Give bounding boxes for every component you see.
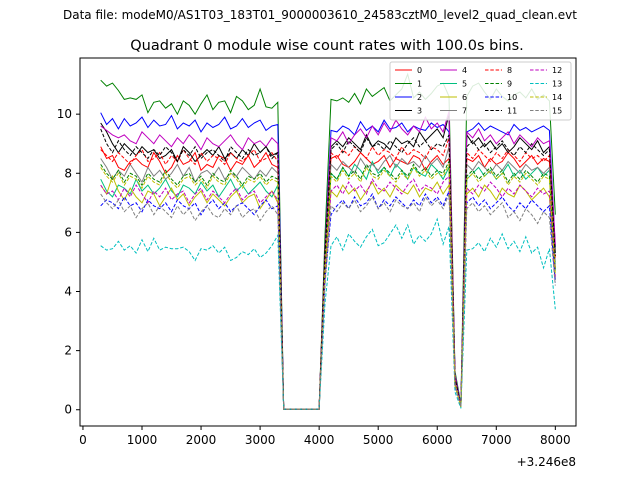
plot-frame: [79, 57, 577, 427]
legend-box: [389, 61, 572, 121]
axes-layer: 0 1000 2000 3000 4000 5000 6000 7000 8000 0 2 4 6 8 10: [57, 107, 571, 447]
x-tick-label: 0: [79, 433, 87, 447]
legend-label-3: 3: [417, 107, 422, 116]
series-line-4: [100, 111, 556, 410]
legend-label-13: 13: [552, 80, 562, 89]
x-tick-label: 2000: [186, 433, 217, 447]
legend-label-11: 11: [507, 107, 517, 116]
series-line-15: [100, 193, 556, 410]
y-tick-label: 2: [64, 344, 72, 358]
x-tick-label: 5000: [363, 433, 394, 447]
chart-title: Quadrant 0 module wise count rates with …: [130, 38, 524, 54]
y-tick-label: 10: [57, 107, 72, 121]
legend-label-0: 0: [417, 66, 422, 75]
legend-label-14: 14: [552, 93, 562, 102]
series-line-7: [100, 146, 556, 410]
page-title: Data file: modeM0/AS1T03_183T01_90000036…: [63, 8, 577, 22]
legend-label-8: 8: [507, 66, 512, 75]
y-tick-label: 8: [64, 166, 72, 180]
legend-label-5: 5: [462, 80, 467, 89]
legend-label-1: 1: [417, 80, 422, 89]
series-line-11: [100, 128, 556, 410]
legend-label-15: 15: [552, 107, 562, 116]
y-tick-label: 4: [64, 285, 72, 299]
x-tick-label: 6000: [422, 433, 453, 447]
y-tick-label: 6: [64, 225, 72, 239]
series-line-12: [100, 175, 556, 410]
legend-label-4: 4: [462, 66, 467, 75]
series-line-13: [100, 217, 556, 410]
series-line-1: [100, 72, 556, 410]
series-line-10: [100, 190, 556, 410]
legend-label-12: 12: [552, 66, 562, 75]
legend-label-2: 2: [417, 93, 422, 102]
series-line-9: [100, 161, 556, 410]
legend-label-10: 10: [507, 93, 517, 102]
series-line-14: [100, 164, 556, 410]
y-tick-label: 0: [64, 403, 72, 417]
legend-label-6: 6: [462, 93, 467, 102]
x-tick-label: 7000: [481, 433, 512, 447]
x-tick-label: 3000: [245, 433, 276, 447]
legend-label-9: 9: [507, 80, 512, 89]
x-tick-label: 4000: [304, 433, 335, 447]
legend-label-7: 7: [462, 107, 467, 116]
x-tick-label: 1000: [127, 433, 158, 447]
x-offset-label: +3.246e8: [517, 455, 576, 469]
series-layer: [100, 72, 556, 410]
x-tick-label: 8000: [540, 433, 571, 447]
